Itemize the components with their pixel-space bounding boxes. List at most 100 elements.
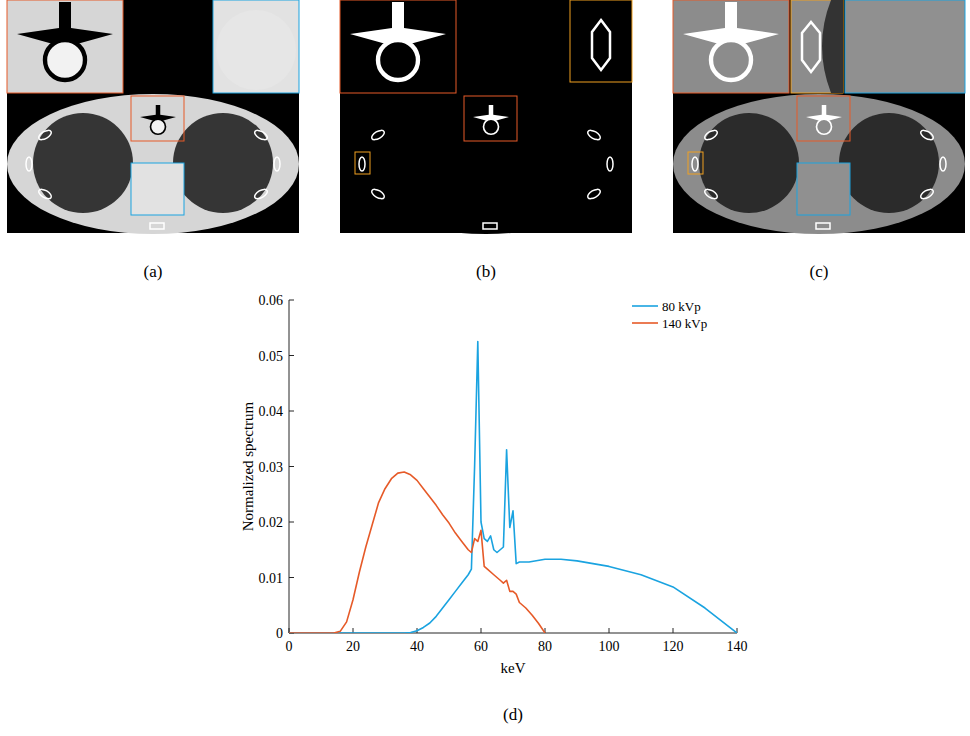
- bone-ring: [919, 187, 935, 200]
- phantom-panel: [340, 0, 632, 234]
- soft-tissue: [131, 163, 184, 215]
- zoom-box: [131, 96, 184, 141]
- vertebra-body: [378, 40, 418, 80]
- bone-ring: [586, 187, 602, 200]
- vertebra-body: [817, 119, 832, 134]
- zoom-box: [131, 163, 184, 215]
- panel-label: (c): [810, 262, 829, 281]
- zoom-box: [464, 96, 517, 141]
- legend: 80 kVp140 kVp: [632, 299, 707, 331]
- panel-label: (a): [144, 262, 163, 281]
- vertebra: [350, 2, 446, 44]
- y-tick-label: 0.06: [259, 293, 284, 308]
- inset-detail: [592, 20, 610, 70]
- phantom-panel: [7, 0, 299, 234]
- bone-ring: [940, 157, 946, 171]
- inset-detail: [822, 0, 843, 93]
- y-tick: [289, 466, 294, 467]
- bone-ring: [919, 128, 935, 141]
- y-tick-label: 0.02: [259, 515, 284, 530]
- figure: (a)(b)(c)02040608010012014000.010.020.03…: [0, 0, 970, 736]
- vertebra-body: [45, 40, 85, 80]
- series-line: [289, 472, 545, 633]
- bone-ring: [37, 187, 53, 200]
- panel-label: (b): [476, 262, 496, 281]
- image-background: [340, 0, 632, 233]
- series-line: [289, 342, 737, 633]
- soft-tissue: [797, 163, 850, 215]
- vertebra: [17, 2, 113, 44]
- vertebra-body: [151, 119, 166, 134]
- inset: [213, 0, 299, 93]
- x-axis-title: keV: [501, 660, 526, 676]
- y-axis-title: Normalized spectrum: [240, 401, 256, 531]
- y-tick: [289, 355, 294, 356]
- lung: [366, 113, 466, 213]
- x-tick: [673, 628, 674, 633]
- x-tick-label: 20: [346, 639, 360, 654]
- x-tick-label: 100: [599, 639, 620, 654]
- bone-ring: [703, 187, 719, 200]
- bone-ring: [274, 157, 280, 171]
- bone-ring: [483, 223, 497, 229]
- zoom-box: [797, 96, 850, 141]
- zoom-box: [688, 152, 703, 174]
- soft-tissue: [464, 163, 517, 215]
- y-tick-label: 0.04: [259, 404, 284, 419]
- bone-ring: [692, 157, 698, 171]
- vertebra: [806, 105, 842, 121]
- y-tick: [289, 522, 294, 523]
- bone-ring: [359, 157, 365, 171]
- body: [340, 94, 632, 234]
- bone-ring: [26, 157, 32, 171]
- y-tick-label: 0.01: [259, 571, 284, 586]
- lung: [839, 113, 939, 213]
- x-tick-label: 120: [663, 639, 684, 654]
- y-tick: [289, 411, 294, 412]
- zoom-box: [355, 152, 370, 174]
- bone-ring: [703, 128, 719, 141]
- bone-ring: [586, 128, 602, 141]
- lung: [173, 113, 273, 213]
- x-tick-label: 60: [474, 639, 488, 654]
- x-tick: [481, 628, 482, 633]
- inset: [791, 0, 843, 93]
- y-tick-label: 0: [276, 626, 283, 641]
- y-tick: [289, 577, 294, 578]
- y-tick-label: 0.05: [259, 349, 284, 364]
- y-tick: [289, 300, 294, 301]
- inset-detail: [216, 10, 296, 90]
- panel-label: (d): [503, 705, 523, 724]
- lung: [33, 113, 133, 213]
- bone-ring: [37, 128, 53, 141]
- image-background: [7, 0, 299, 233]
- inset: [7, 0, 123, 93]
- inset-detail: [802, 22, 820, 72]
- lung: [699, 113, 799, 213]
- bone-ring: [150, 223, 164, 229]
- legend-swatch: [632, 305, 658, 307]
- legend-swatch: [632, 322, 658, 324]
- vertebra: [140, 105, 176, 121]
- x-tick-label: 40: [410, 639, 424, 654]
- zoom-box: [797, 163, 850, 215]
- body: [7, 94, 299, 234]
- lung: [506, 113, 606, 213]
- x-tick-label: 80: [538, 639, 552, 654]
- vertebra: [683, 2, 779, 44]
- inset: [570, 0, 632, 82]
- bone-ring: [370, 187, 386, 200]
- image-background: [673, 0, 965, 233]
- x-tick: [609, 628, 610, 633]
- vertebra-body: [711, 40, 751, 80]
- bone-ring: [816, 223, 830, 229]
- plot-area: [289, 342, 737, 633]
- line-chart: 02040608010012014000.010.020.030.040.050…: [240, 293, 748, 724]
- legend-label: 80 kVp: [662, 299, 701, 314]
- bone-ring: [253, 187, 269, 200]
- y-tick-label: 0.03: [259, 460, 284, 475]
- vertebra-body: [484, 119, 499, 134]
- body: [673, 94, 965, 234]
- x-tick-label: 140: [727, 639, 748, 654]
- bone-ring: [253, 128, 269, 141]
